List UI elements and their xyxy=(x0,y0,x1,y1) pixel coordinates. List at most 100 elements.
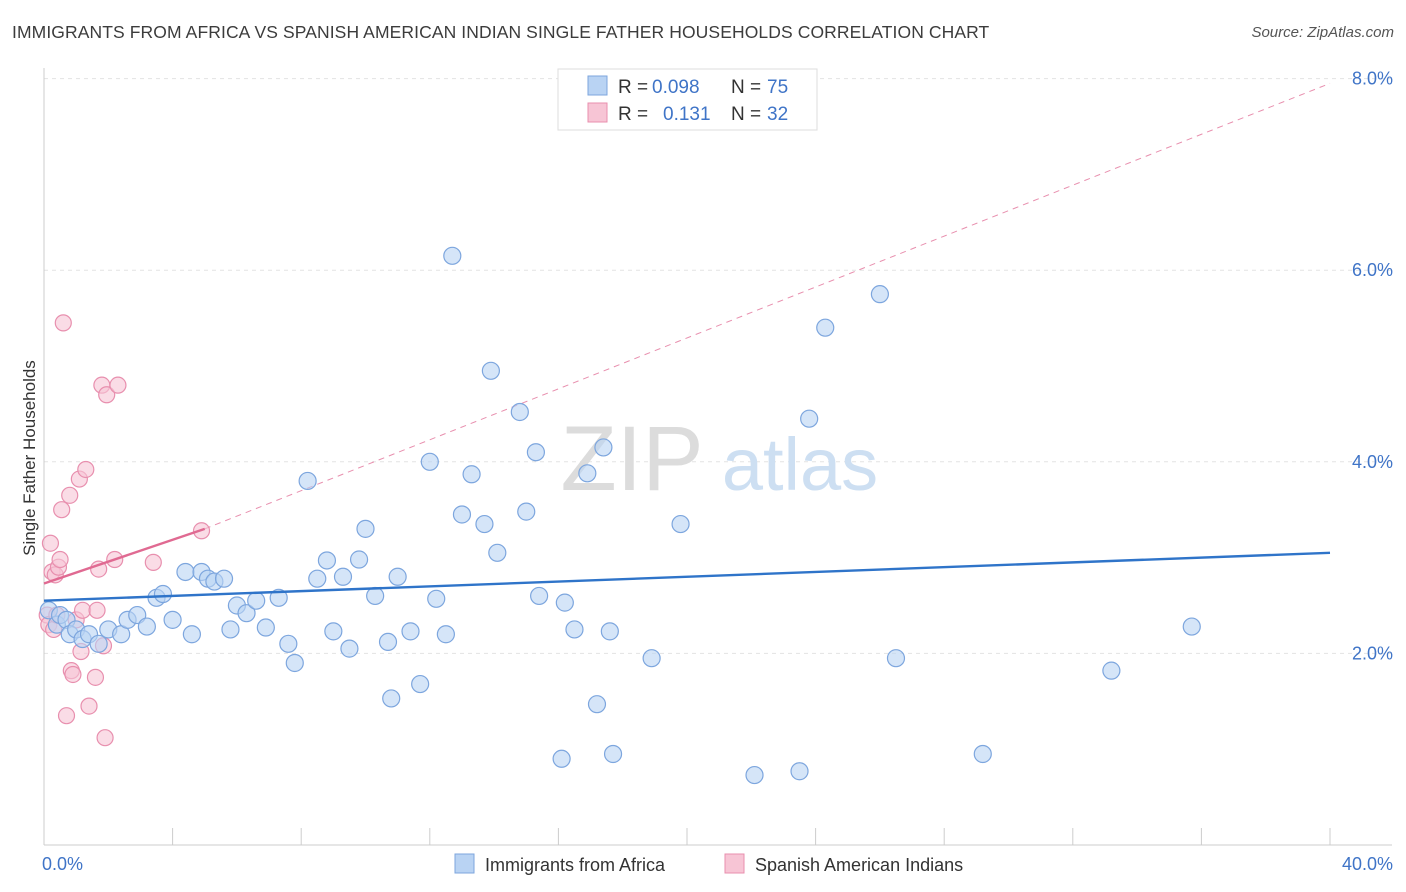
africa-point xyxy=(388,567,407,586)
africa-point xyxy=(317,551,337,570)
legend-r-value-1: 0.098 xyxy=(652,77,700,98)
legend-n-value-1: 75 xyxy=(767,77,788,98)
africa-point xyxy=(269,588,288,607)
africa-point xyxy=(870,285,890,304)
spanish-trend-extension xyxy=(204,82,1331,530)
x-tick-label-min: 0.0% xyxy=(42,854,83,874)
africa-point xyxy=(221,620,240,639)
africa-point xyxy=(973,744,992,764)
africa-point xyxy=(452,505,472,524)
y-tick-label: 6.0% xyxy=(1352,260,1393,280)
trend-layer xyxy=(204,82,1331,530)
legend-n-value-2: 32 xyxy=(767,104,788,125)
africa-point xyxy=(462,465,481,484)
spanish-point xyxy=(86,668,105,686)
spanish-point xyxy=(53,501,71,519)
africa-point xyxy=(163,610,182,629)
africa-point xyxy=(411,674,430,694)
africa-point xyxy=(816,318,835,337)
africa-point xyxy=(176,562,195,582)
y-tick-label: 4.0% xyxy=(1352,452,1393,472)
africa-point xyxy=(443,246,462,265)
axes-layer xyxy=(43,68,1392,846)
legend-r-label-2: R = xyxy=(618,104,648,125)
africa-point xyxy=(237,604,256,623)
africa-point xyxy=(256,618,275,637)
source-label: Source: ZipAtlas.com xyxy=(1251,24,1394,41)
africa-point xyxy=(285,653,304,673)
africa-point xyxy=(333,567,353,586)
africa-point xyxy=(279,634,298,653)
legend-swatch-spanish xyxy=(587,102,608,123)
legend-africa-label: Immigrants from Africa xyxy=(485,855,666,875)
legend-swatch-africa xyxy=(587,75,608,96)
grid-layer xyxy=(44,78,1392,654)
africa-point xyxy=(324,622,343,641)
africa-point xyxy=(214,569,234,588)
africa-point xyxy=(578,464,597,483)
spanish-point xyxy=(77,460,95,479)
africa-point xyxy=(427,589,446,608)
africa-point xyxy=(745,765,764,785)
africa-point xyxy=(1182,617,1201,636)
africa-point xyxy=(382,689,401,708)
spanish-point xyxy=(51,550,69,569)
africa-point xyxy=(526,443,545,462)
spanish-point xyxy=(144,553,162,571)
y-tick-label: 2.0% xyxy=(1352,643,1393,663)
africa-point xyxy=(642,649,661,668)
legend-spanish-swatch xyxy=(724,853,745,874)
chart-title: IMMIGRANTS FROM AFRICA VS SPANISH AMERIC… xyxy=(12,22,990,42)
africa-point xyxy=(420,452,439,471)
africa-point xyxy=(247,591,266,610)
africa-trend-line xyxy=(43,551,1331,602)
spanish-point xyxy=(57,707,76,725)
africa-point xyxy=(790,762,809,781)
africa-point xyxy=(552,749,571,768)
africa-point xyxy=(475,514,494,534)
africa-point xyxy=(603,744,623,764)
africa-point xyxy=(349,550,369,569)
africa-point xyxy=(510,402,529,422)
spanish-point xyxy=(41,534,60,552)
spanish-point xyxy=(73,601,92,619)
legend-r-label-1: R = xyxy=(618,77,648,98)
africa-point xyxy=(565,620,584,639)
labels-layer: 2.0% 4.0% 6.0% 8.0% 0.0% 40.0% xyxy=(42,69,1393,874)
africa-point xyxy=(378,632,398,652)
watermark: ZIP atlas xyxy=(560,408,878,510)
spanish-point xyxy=(80,697,98,715)
africa-point xyxy=(401,622,420,641)
africa-point xyxy=(600,622,619,641)
africa-point xyxy=(671,514,690,534)
spanish-point xyxy=(96,729,114,747)
africa-point xyxy=(1102,661,1121,680)
africa-point xyxy=(488,543,507,562)
africa-point xyxy=(517,502,536,521)
spanish-point xyxy=(98,386,116,404)
africa-point xyxy=(298,471,317,491)
africa-point xyxy=(356,519,375,538)
africa-point xyxy=(587,695,607,714)
spanish-point xyxy=(88,601,106,619)
africa-point xyxy=(530,586,549,606)
legend-r-value-2: 0.131 xyxy=(663,104,711,125)
series-legend: Immigrants from Africa Spanish American … xyxy=(454,853,963,875)
africa-point xyxy=(366,586,385,606)
africa-point xyxy=(308,569,327,588)
africa-point xyxy=(481,361,500,380)
legend-spanish-label: Spanish American Indians xyxy=(755,855,963,875)
africa-point xyxy=(153,584,173,604)
africa-point xyxy=(800,409,819,428)
africa-point xyxy=(137,617,156,636)
africa-point xyxy=(594,438,613,457)
spanish-point xyxy=(109,376,127,394)
spanish-trend-line xyxy=(43,527,206,585)
africa-point xyxy=(340,639,359,658)
spanish-point xyxy=(64,665,82,684)
africa-point xyxy=(89,634,108,653)
y-axis-label: Single Father Households xyxy=(20,360,39,556)
stats-legend: R = 0.098 N = 75 R = 0.131 N = 32 xyxy=(557,68,818,131)
legend-n-label-2: N = xyxy=(731,104,761,125)
